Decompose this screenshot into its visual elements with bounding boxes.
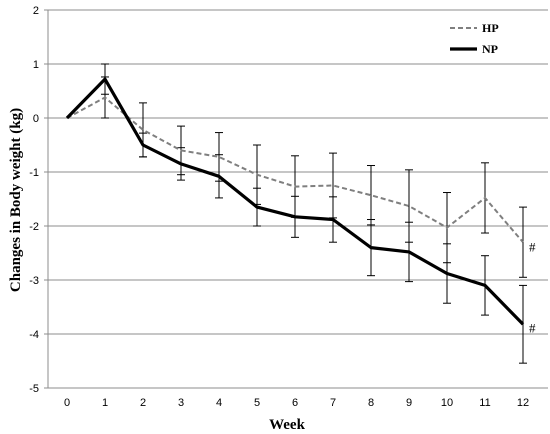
- x-tick-label: 5: [254, 397, 260, 409]
- annotations: ##: [529, 240, 536, 336]
- x-tick-label: 2: [140, 397, 146, 409]
- y-tick-label: 2: [33, 5, 39, 17]
- error-bars: [101, 63, 527, 364]
- y-tick-label: -1: [29, 167, 39, 179]
- x-tick-label: 1: [102, 397, 108, 409]
- x-tick-label: 6: [292, 397, 298, 409]
- significance-marker: #: [529, 321, 536, 336]
- axes: [44, 9, 548, 389]
- y-tick-label: -4: [29, 329, 39, 341]
- x-tick-labels: 0 1 2 3 4 5 6 7 8 9 10 11 12: [64, 397, 529, 409]
- significance-marker: #: [529, 240, 536, 255]
- x-tick-label: 3: [178, 397, 184, 409]
- y-tick-label: -5: [29, 383, 39, 395]
- x-tick-label: 8: [368, 397, 374, 409]
- x-tick-label: 10: [441, 397, 453, 409]
- x-tick-label: 4: [216, 397, 222, 409]
- y-axis-title: Changes in Body weight (kg): [8, 108, 24, 292]
- x-tick-label: 11: [479, 397, 490, 409]
- series-line-hp: [66, 96, 524, 243]
- y-tick-label: -2: [29, 221, 39, 233]
- x-tick-label: 7: [330, 397, 336, 409]
- legend-label-hp: HP: [482, 21, 499, 35]
- y-tick-label: 1: [33, 59, 39, 71]
- series-lines: [65, 77, 525, 326]
- y-tick-label: 0: [33, 113, 39, 125]
- legend-label-np: NP: [482, 42, 498, 56]
- x-tick-label: 12: [517, 397, 529, 409]
- legend: HP NP: [450, 21, 499, 56]
- gridlines: [48, 9, 548, 389]
- y-tick-label: -3: [29, 275, 39, 287]
- y-tick-labels: 2 1 0 -1 -2 -3 -4 -5: [29, 5, 39, 395]
- x-tick-label: 9: [406, 397, 412, 409]
- x-tick-label: 0: [64, 397, 70, 409]
- x-axis-title: Week: [269, 417, 305, 433]
- series-line-np: [65, 77, 525, 326]
